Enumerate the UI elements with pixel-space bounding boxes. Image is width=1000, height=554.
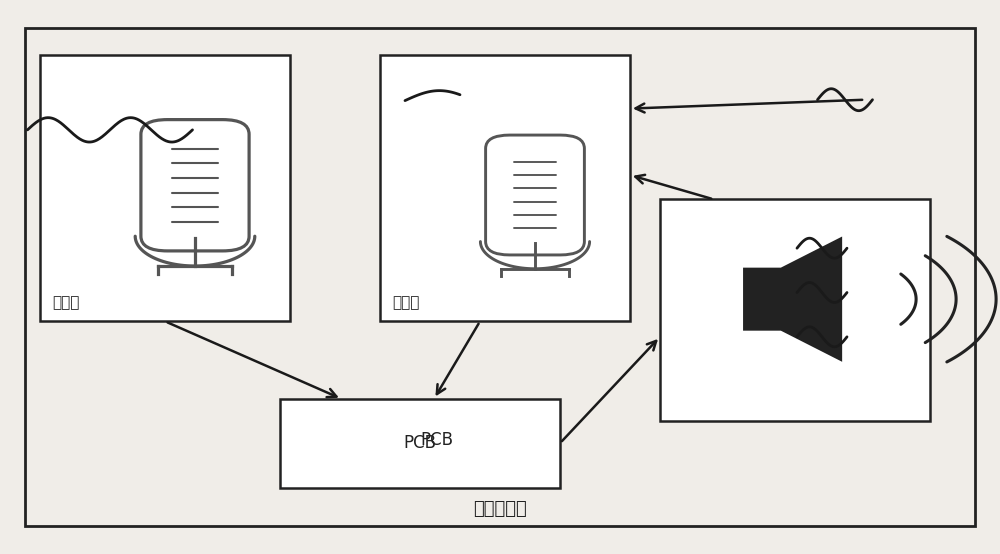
Text: 前馈麦: 前馈麦 — [52, 295, 79, 310]
Polygon shape — [744, 238, 841, 360]
FancyBboxPatch shape — [660, 199, 930, 421]
FancyBboxPatch shape — [141, 120, 249, 251]
FancyBboxPatch shape — [380, 55, 630, 321]
FancyBboxPatch shape — [25, 28, 975, 526]
FancyBboxPatch shape — [40, 55, 290, 321]
Text: PCB: PCB — [420, 431, 453, 449]
Text: 反馈麦: 反馈麦 — [392, 295, 419, 310]
Text: PCB: PCB — [404, 434, 437, 452]
FancyBboxPatch shape — [486, 135, 584, 255]
Text: 降噪音笱模: 降噪音笱模 — [473, 500, 527, 518]
FancyBboxPatch shape — [280, 399, 560, 488]
